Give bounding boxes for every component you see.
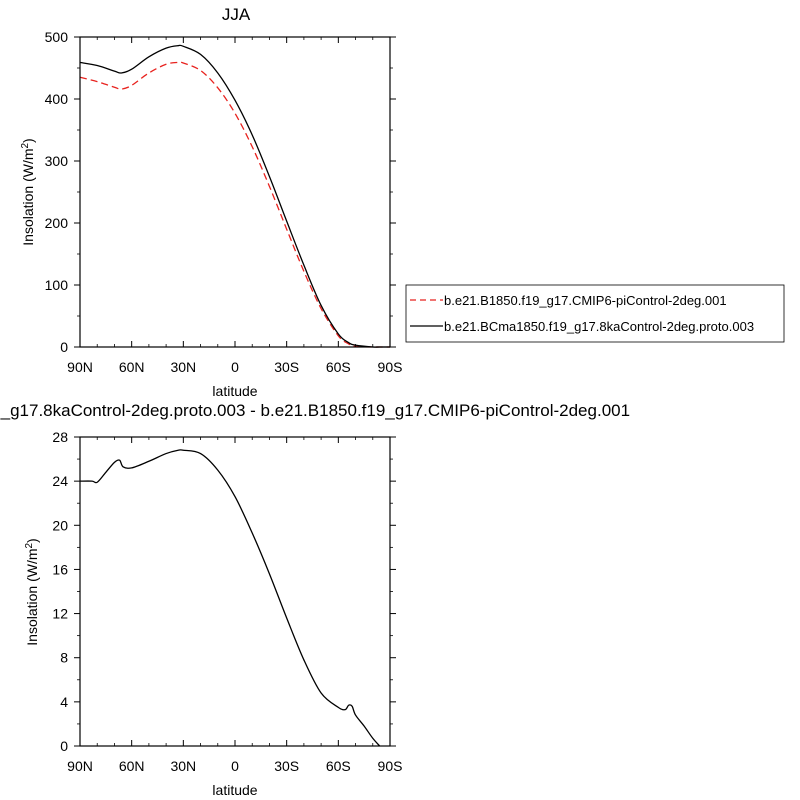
legend-label-8kaControl: b.e21.BCma1850.f19_g17.8kaControl-2deg.p…	[444, 319, 754, 334]
top-y-tick-label: 200	[45, 215, 69, 231]
bottom-y-tick-label: 20	[52, 517, 68, 533]
top-x-tick-label: 0	[231, 359, 239, 375]
top-y-axis-label: Insolation (W/m2)	[20, 138, 36, 245]
bottom-series-line-0	[79, 449, 381, 747]
top-series-line-1	[79, 44, 390, 348]
bottom-y-tick-label: 4	[60, 694, 68, 710]
top-x-tick-label: 30S	[274, 359, 299, 375]
bottom-y-tick-label: 0	[60, 738, 68, 754]
top-series-line-0	[79, 61, 390, 348]
top-y-tick-label: 500	[45, 29, 69, 45]
bottom-x-tick-label: 60N	[119, 758, 145, 774]
bottom-y-tick-label: 12	[52, 606, 68, 622]
top-chart-panel: JJA 90N 60N 30N 0 30S 60S 90S0100200300400500 …	[20, 5, 402, 399]
bottom-y-tick-label: 24	[52, 473, 68, 489]
bottom-x-tick-label: 90N	[67, 758, 93, 774]
bottom-chart-title: b.e21.BCma1850.f19_g17.8kaControl-2deg.p…	[0, 401, 630, 420]
bottom-x-axis-label: latitude	[212, 782, 257, 798]
top-x-tick-label: 60S	[326, 359, 351, 375]
bottom-y-tick-label: 28	[52, 429, 68, 445]
top-y-tick-label: 100	[45, 277, 69, 293]
top-y-tick-label: 400	[45, 91, 69, 107]
bottom-x-tick-label: 30S	[274, 758, 299, 774]
bottom-y-tick-label: 8	[60, 650, 68, 666]
top-chart-title: JJA	[222, 5, 251, 24]
legend-label-piControl: b.e21.B1850.f19_g17.CMIP6-piControl-2deg…	[444, 293, 727, 308]
bottom-y-axis-label: Insolation (W/m2)	[24, 538, 40, 645]
top-x-tick-label: 90N	[67, 359, 93, 375]
bottom-x-tick-label: 90S	[378, 758, 403, 774]
top-y-tick-label: 0	[60, 339, 68, 355]
bottom-chart-panel: b.e21.BCma1850.f19_g17.8kaControl-2deg.p…	[0, 401, 630, 798]
bottom-x-tick-label: 60S	[326, 758, 351, 774]
bottom-x-tick-label: 0	[231, 758, 239, 774]
bottom-y-tick-label: 16	[52, 561, 68, 577]
legend-box	[405, 284, 785, 343]
top-y-tick-label: 300	[45, 153, 69, 169]
top-chart-legend: b.e21.B1850.f19_g17.CMIP6-piControl-2deg…	[405, 284, 785, 343]
top-x-tick-label: 30N	[170, 359, 196, 375]
top-x-tick-label: 60N	[119, 359, 145, 375]
top-x-tick-label: 90S	[378, 359, 403, 375]
top-x-axis-label: latitude	[212, 383, 257, 399]
bottom-x-tick-label: 30N	[170, 758, 196, 774]
